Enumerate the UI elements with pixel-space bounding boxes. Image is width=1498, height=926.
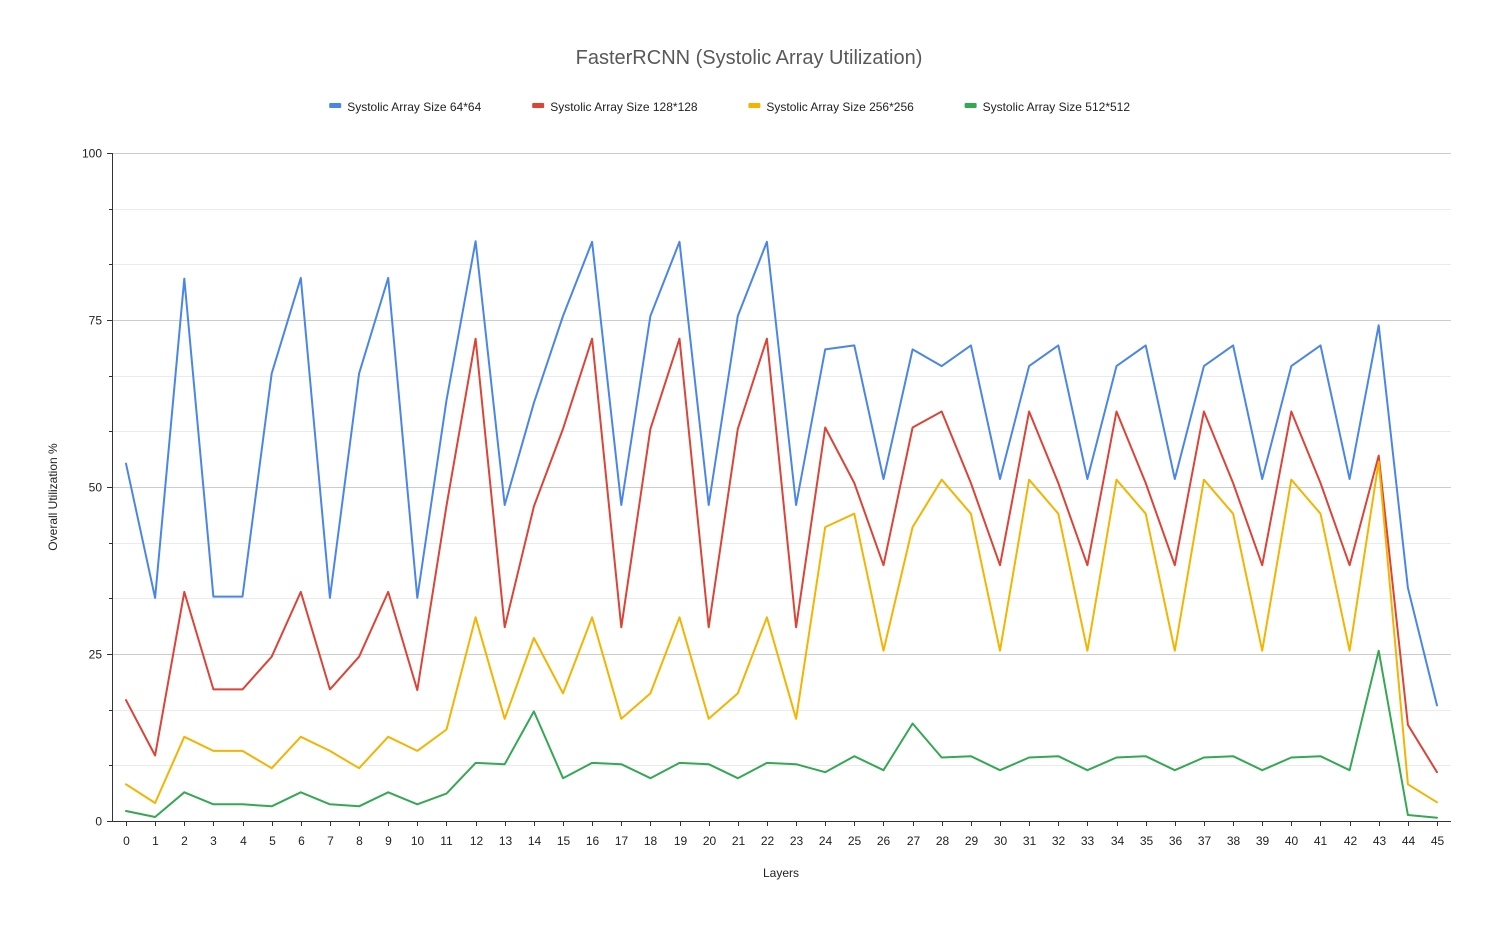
x-tick-label: 10: [411, 834, 425, 848]
series-line-3: [125, 460, 1438, 804]
x-tick-label: 42: [1344, 834, 1358, 848]
x-tick-label: 36: [1169, 834, 1183, 848]
x-tick-label: 11: [440, 834, 453, 848]
x-tick-label: 4: [240, 834, 247, 848]
x-tick-label: 44: [1402, 834, 1416, 848]
chart-title: FasterRCNN (Systolic Array Utilization): [576, 47, 923, 69]
x-tick-label: 20: [703, 834, 717, 848]
x-tick-label: 33: [1081, 834, 1095, 848]
x-tick-label: 25: [848, 834, 862, 848]
x-tick-label: 5: [269, 834, 276, 848]
x-tick-label: 24: [819, 834, 833, 848]
x-axis: 0 1 2 3 4 5 6 7 8 9 10 11 12 13 14 15 16 17 18 19 20 21 22 23 24…: [113, 821, 1451, 848]
y-axis-label: Overall Utilization %: [46, 443, 60, 551]
y-tick-label: 0: [95, 815, 102, 829]
x-tick-label: 17: [615, 834, 629, 848]
x-tick-label: 14: [528, 834, 542, 848]
series-line-2: [125, 337, 1438, 774]
x-tick-label: 41: [1314, 834, 1328, 848]
y-axis: 0 25 50 75 100: [82, 147, 113, 829]
y-tick-label: 25: [89, 648, 103, 662]
legend: Systolic Array Size 64*64 Systolic Array …: [329, 100, 1130, 114]
y-tick-label: 50: [89, 481, 103, 495]
series-line-4: [125, 649, 1438, 819]
x-tick-label: 12: [470, 834, 484, 848]
x-tick-label: 23: [790, 834, 804, 848]
series-lines: [125, 240, 1438, 819]
x-tick-label: 16: [586, 834, 600, 848]
x-tick-label: 13: [499, 834, 513, 848]
legend-swatch-2: [532, 103, 545, 108]
x-tick-label: 18: [644, 834, 658, 848]
x-tick-label: 45: [1431, 834, 1445, 848]
x-tick-label: 43: [1373, 834, 1387, 848]
series-line-1: [125, 240, 1438, 707]
y-tick-label: 75: [89, 314, 103, 328]
legend-label-3: Systolic Array Size 256*256: [766, 100, 914, 114]
x-tick-label: 3: [210, 834, 217, 848]
x-tick-label: 8: [356, 834, 363, 848]
legend-label-2: Systolic Array Size 128*128: [550, 100, 698, 114]
legend-swatch-1: [329, 103, 342, 108]
x-tick-label: 29: [965, 834, 979, 848]
x-axis-label: Layers: [763, 866, 799, 880]
x-tick-label: 19: [674, 834, 688, 848]
x-tick-label: 6: [298, 834, 305, 848]
x-tick-label: 26: [877, 834, 891, 848]
x-tick-label: 0: [123, 834, 130, 848]
x-tick-label: 22: [761, 834, 775, 848]
legend-swatch-3: [748, 103, 761, 108]
x-tick-label: 7: [327, 834, 334, 848]
x-tick-label: 32: [1052, 834, 1066, 848]
x-tick-label: 15: [557, 834, 571, 848]
x-tick-label: 28: [936, 834, 950, 848]
x-tick-label: 35: [1140, 834, 1154, 848]
x-tick-label: 1: [152, 834, 159, 848]
x-tick-label: 39: [1256, 834, 1270, 848]
legend-swatch-4: [964, 103, 977, 108]
x-tick-label: 34: [1111, 834, 1125, 848]
x-tick-label: 38: [1227, 834, 1241, 848]
x-tick-label: 21: [732, 834, 746, 848]
x-tick-label: 2: [181, 834, 188, 848]
legend-label-4: Systolic Array Size 512*512: [983, 100, 1131, 114]
x-tick-label: 37: [1198, 834, 1212, 848]
x-tick-label: 30: [994, 834, 1008, 848]
x-tick-label: 9: [385, 834, 392, 848]
y-tick-label: 100: [82, 147, 102, 161]
x-tick-label: 31: [1023, 834, 1037, 848]
x-tick-label: 40: [1285, 834, 1299, 848]
legend-label-1: Systolic Array Size 64*64: [347, 100, 481, 114]
x-tick-label: 27: [907, 834, 921, 848]
